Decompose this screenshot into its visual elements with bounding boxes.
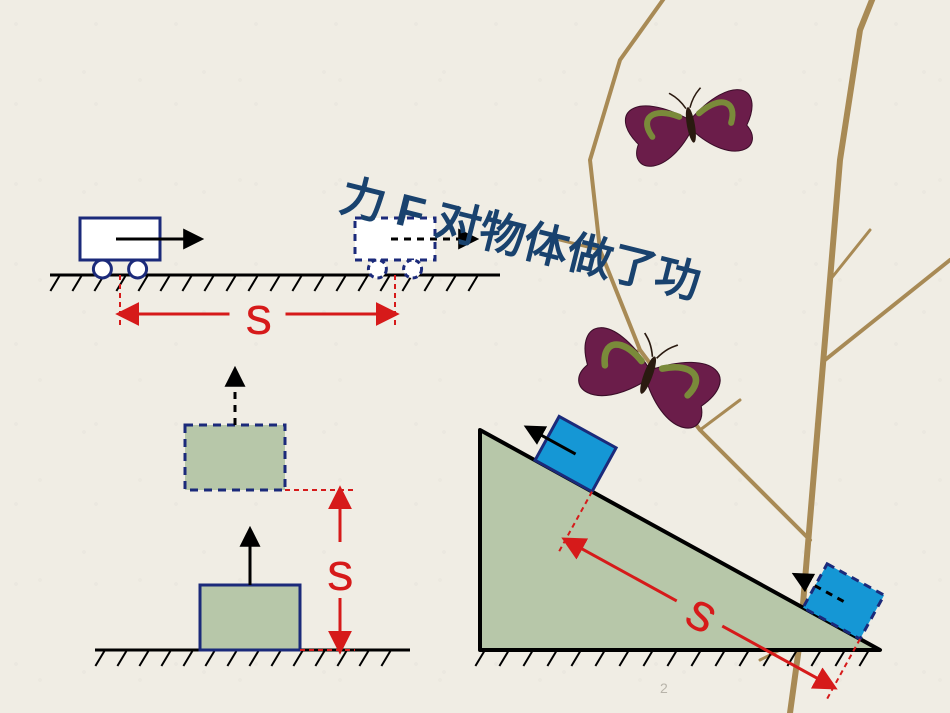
page-number: 2 <box>660 680 668 696</box>
distance-label-horizontal: s <box>246 286 273 347</box>
physics-diagrams-svg <box>0 0 950 713</box>
inclined-ramp-diagram <box>475 406 884 701</box>
distance-label-vertical: s <box>327 542 354 603</box>
vertical-lift-diagram <box>95 370 410 666</box>
